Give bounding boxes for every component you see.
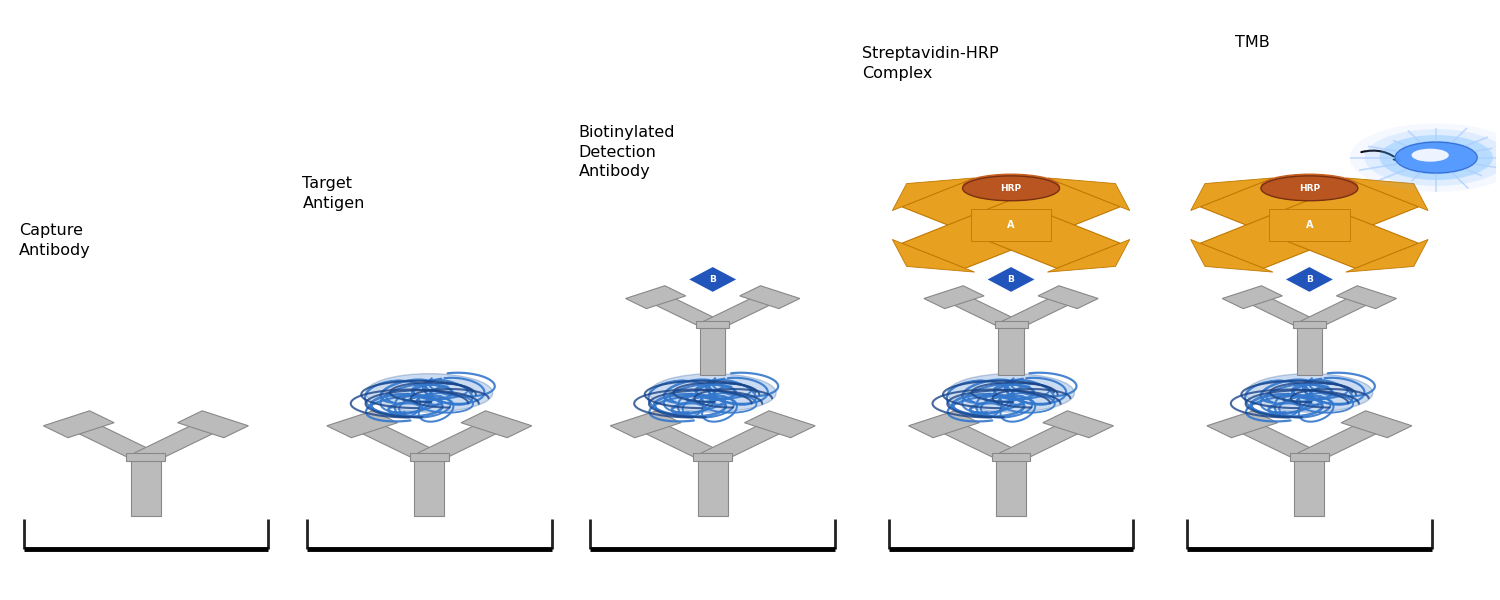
Polygon shape xyxy=(1242,294,1318,328)
Ellipse shape xyxy=(1286,181,1334,193)
Polygon shape xyxy=(1286,266,1334,292)
Ellipse shape xyxy=(1246,374,1372,412)
Ellipse shape xyxy=(1274,177,1346,196)
Polygon shape xyxy=(744,411,814,437)
Polygon shape xyxy=(999,325,1023,375)
Polygon shape xyxy=(902,182,1042,238)
Ellipse shape xyxy=(948,374,1074,412)
Polygon shape xyxy=(1222,286,1282,308)
Ellipse shape xyxy=(366,374,492,412)
Polygon shape xyxy=(1336,286,1396,308)
Polygon shape xyxy=(892,239,975,272)
Polygon shape xyxy=(980,182,1120,238)
Polygon shape xyxy=(1294,457,1324,516)
Polygon shape xyxy=(417,421,509,461)
Polygon shape xyxy=(1346,178,1428,211)
Polygon shape xyxy=(351,421,441,461)
Bar xyxy=(1290,452,1329,461)
Ellipse shape xyxy=(963,176,1059,201)
Bar xyxy=(693,452,732,461)
Polygon shape xyxy=(1346,239,1428,272)
Polygon shape xyxy=(700,421,792,461)
Polygon shape xyxy=(987,266,1035,292)
Ellipse shape xyxy=(987,181,1035,193)
Polygon shape xyxy=(68,421,158,461)
Polygon shape xyxy=(1296,325,1322,375)
Text: Biotinylated
Detection
Antibody: Biotinylated Detection Antibody xyxy=(579,125,675,179)
Text: HRP: HRP xyxy=(1299,184,1320,193)
Polygon shape xyxy=(980,212,1120,268)
Text: HRP: HRP xyxy=(1000,184,1022,193)
Polygon shape xyxy=(1230,421,1322,461)
Text: B: B xyxy=(710,275,716,284)
Circle shape xyxy=(1395,141,1478,174)
Ellipse shape xyxy=(963,173,1059,199)
Polygon shape xyxy=(610,411,681,437)
Bar xyxy=(126,452,165,461)
Polygon shape xyxy=(902,212,1042,268)
Polygon shape xyxy=(460,411,532,437)
Polygon shape xyxy=(1047,239,1130,272)
Polygon shape xyxy=(944,294,1022,328)
Ellipse shape xyxy=(650,374,776,412)
Polygon shape xyxy=(1191,178,1274,211)
Polygon shape xyxy=(1200,212,1341,268)
Polygon shape xyxy=(1200,182,1341,238)
Text: Capture
Antibody: Capture Antibody xyxy=(20,223,92,258)
Polygon shape xyxy=(1278,182,1419,238)
Polygon shape xyxy=(646,294,723,328)
Polygon shape xyxy=(909,411,980,437)
Text: Streptavidin-HRP
Complex: Streptavidin-HRP Complex xyxy=(862,46,999,81)
Polygon shape xyxy=(1042,411,1113,437)
Polygon shape xyxy=(135,421,225,461)
Text: Target
Antigen: Target Antigen xyxy=(303,176,364,211)
Polygon shape xyxy=(1208,411,1278,437)
Bar xyxy=(970,209,1052,241)
Ellipse shape xyxy=(1395,142,1478,173)
Polygon shape xyxy=(327,411,398,437)
Ellipse shape xyxy=(1262,173,1358,199)
Polygon shape xyxy=(999,421,1089,461)
Text: A: A xyxy=(1305,220,1312,230)
Bar xyxy=(410,452,448,461)
Ellipse shape xyxy=(1262,176,1358,201)
Polygon shape xyxy=(1038,286,1098,308)
Polygon shape xyxy=(700,325,726,375)
Ellipse shape xyxy=(1412,149,1449,161)
Text: B: B xyxy=(1306,275,1312,284)
Polygon shape xyxy=(892,178,975,211)
Polygon shape xyxy=(1299,294,1376,328)
Polygon shape xyxy=(177,411,249,437)
Polygon shape xyxy=(698,457,728,516)
Bar xyxy=(992,452,1030,461)
Circle shape xyxy=(1350,123,1500,192)
Polygon shape xyxy=(1191,239,1274,272)
Polygon shape xyxy=(634,421,724,461)
Ellipse shape xyxy=(975,177,1047,196)
Text: A: A xyxy=(1008,220,1016,230)
Polygon shape xyxy=(626,286,686,308)
Polygon shape xyxy=(1000,294,1078,328)
Text: TMB: TMB xyxy=(1234,35,1269,50)
Polygon shape xyxy=(414,457,444,516)
Polygon shape xyxy=(933,421,1023,461)
Text: B: B xyxy=(1008,275,1014,284)
Bar xyxy=(994,322,1028,328)
Polygon shape xyxy=(688,266,738,292)
Polygon shape xyxy=(924,286,984,308)
Polygon shape xyxy=(1298,421,1388,461)
Polygon shape xyxy=(130,457,160,516)
Polygon shape xyxy=(1341,411,1412,437)
Polygon shape xyxy=(740,286,800,308)
Polygon shape xyxy=(1047,178,1130,211)
Bar xyxy=(1269,209,1350,241)
Bar xyxy=(1293,322,1326,328)
Circle shape xyxy=(1380,135,1492,180)
Bar xyxy=(696,322,729,328)
Polygon shape xyxy=(704,294,780,328)
Polygon shape xyxy=(1278,212,1419,268)
Polygon shape xyxy=(996,457,1026,516)
Circle shape xyxy=(1365,129,1500,186)
Polygon shape xyxy=(44,411,114,437)
